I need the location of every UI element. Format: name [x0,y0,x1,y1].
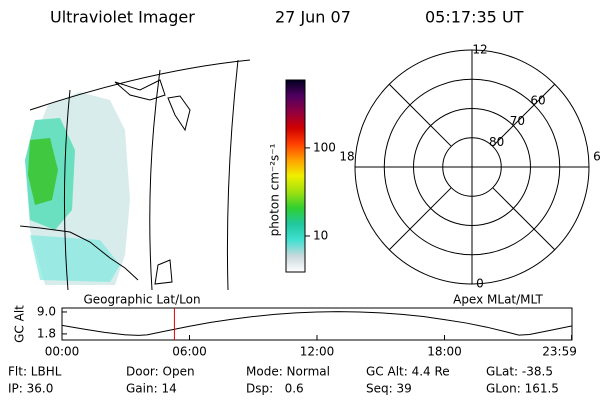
colorbar: 10 100 [285,79,336,273]
x-tick-label: 12:00 [300,345,335,359]
polar-spoke [388,187,452,251]
mlt-label: 12 [472,43,487,57]
aurora-lower [30,235,120,282]
x-tick-label: 23:59 [542,345,577,359]
status-field: Dsp: 0.6 [246,382,304,396]
colorbar-tick-label: 10 [313,228,328,242]
status-field: GLat: -38.5 [486,365,553,379]
mlt-label: 18 [339,150,354,164]
polar-spoke [388,83,452,147]
x-tick-label: 18:00 [427,345,462,359]
alt-label: GC Alt [13,305,27,343]
coastline [114,79,191,132]
status-field: GC Alt: 4.4 Re [366,365,450,379]
x-tick-label: 06:00 [172,345,207,359]
status-field: Door: Open [126,365,195,379]
y-tick-label: 1.8 [37,326,56,340]
polar-label: Apex MLat/MLT [453,293,543,307]
colorbar-fill [285,79,306,273]
coastline [154,259,173,285]
time: 05:17:35 UT [425,8,524,27]
date: 27 Jun 07 [275,8,351,27]
status-field: Mode: Normal [246,365,330,379]
coastline [15,224,139,281]
image-map [15,59,251,291]
colorbar-tick-label: 100 [313,140,336,154]
mlt-label: 6 [593,150,600,164]
map-label: Geographic Lat/Lon [83,293,200,307]
x-tick-label: 00:00 [45,345,80,359]
mlt-label: 0 [476,277,484,291]
polar-spoke [492,83,556,147]
colorbar-label: photon cm⁻²s⁻¹ [268,143,282,236]
altitude-plot: 9.0 1.8 00:00 06:00 12:00 18:00 23:59 [37,304,577,358]
status-panel: Flt: LBHL Door: Open Mode: Normal GC Alt: 4… [8,365,559,396]
y-tick-label: 9.0 [37,304,56,318]
grid-meridian [29,59,251,291]
altitude-line [61,311,572,336]
status-field: Flt: LBHL [8,365,62,379]
status-field: IP: 36.0 [8,382,53,396]
aurora-core [28,138,58,205]
status-field: Gain: 14 [126,382,177,396]
polar-spoke [492,187,556,251]
status-field: GLon: 161.5 [486,382,559,396]
status-field: Seq: 39 [366,382,412,396]
title: Ultraviolet Imager [50,8,195,27]
